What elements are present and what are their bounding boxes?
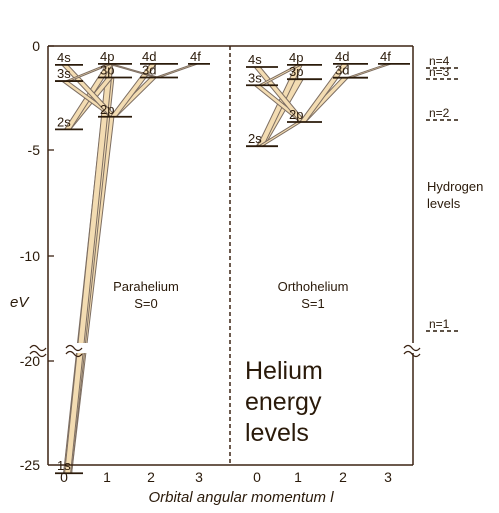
para-level-label: 2s <box>57 114 71 129</box>
x-tick-label: 1 <box>294 469 302 485</box>
ortho-level-label: 3d <box>335 63 349 78</box>
y-axis-label: eV <box>10 294 30 311</box>
para-level-label: 4d <box>142 49 156 64</box>
ortho-level-label: 2s <box>248 131 262 146</box>
y-axis: 0 -5 -10 -20 -25 eV <box>10 38 54 473</box>
para-level-label: 4f <box>190 49 201 64</box>
x-tick-label: 0 <box>253 469 261 485</box>
hydrogen-level-label: n=4 <box>429 54 450 68</box>
parahelium-label: Parahelium <box>113 279 179 294</box>
axis-break <box>28 343 422 358</box>
hydrogen-level-label: n=2 <box>429 106 450 120</box>
ortho-level-label: 3s <box>248 70 262 85</box>
y-tick-label: -10 <box>20 248 40 264</box>
orthohelium-spin: S=1 <box>301 296 325 311</box>
para-level-label: 3s <box>57 66 71 81</box>
para-level-label: 3p <box>100 63 114 78</box>
diagram-title: Helium <box>245 357 323 385</box>
para-transition <box>154 63 198 78</box>
x-axis-label: Orbital angular momentum l <box>148 489 334 506</box>
y-tick-label: -20 <box>20 353 40 369</box>
para-level-label: 1s <box>57 458 71 473</box>
ortho-level-label: 2p <box>289 107 303 122</box>
ortho-transition <box>346 63 392 79</box>
ortho-level-label: 4s <box>248 52 262 67</box>
hydrogen-title: Hydrogen <box>427 179 483 194</box>
ortho-level-label: 3p <box>289 64 303 79</box>
orthohelium-label: Orthohelium <box>278 279 349 294</box>
hydrogen-title: levels <box>427 196 461 211</box>
hydrogen-level-label: n=1 <box>429 317 450 331</box>
ortho-level-label: 4f <box>380 49 391 64</box>
para-level-label: 2p <box>100 102 114 117</box>
hydrogen-level-label: n=3 <box>429 65 450 79</box>
y-tick-label: 0 <box>32 38 40 54</box>
parahelium-spin: S=0 <box>134 296 158 311</box>
y-tick-label: -25 <box>20 457 40 473</box>
x-tick-label: 2 <box>147 469 155 485</box>
x-tick-label: 3 <box>384 469 392 485</box>
ortho-level-label: 4p <box>289 50 303 65</box>
transition-group <box>60 63 392 474</box>
para-level-label: 4s <box>57 50 71 65</box>
para-level-label: 3d <box>142 63 156 78</box>
hydrogen-level-group: n=4n=3 n=2 n=1 <box>426 54 460 332</box>
ortho-level-label: 4d <box>335 49 349 64</box>
diagram-title: energy <box>245 388 322 416</box>
x-tick-label: 1 <box>103 469 111 485</box>
x-tick-label: 3 <box>195 469 203 485</box>
para-level-label: 4p <box>100 49 114 64</box>
x-axis: 0 1 2 3 0 1 2 3 Orbital angular momentum… <box>60 469 392 506</box>
x-tick-label: 0 <box>60 469 68 485</box>
y-tick-label: -5 <box>28 142 41 158</box>
x-tick-label: 2 <box>339 469 347 485</box>
diagram-title: levels <box>245 419 309 447</box>
